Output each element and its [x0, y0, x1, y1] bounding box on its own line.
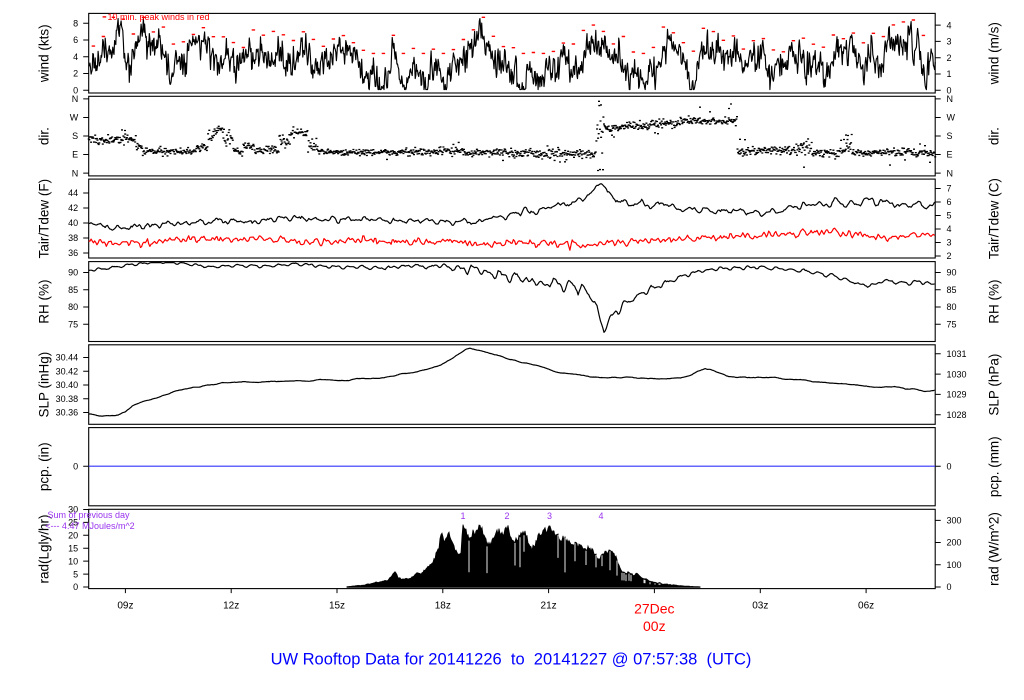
svg-text:4: 4	[947, 20, 952, 30]
svg-text:25: 25	[68, 518, 78, 528]
svg-text:15z: 15z	[329, 600, 345, 611]
svg-text:85: 85	[68, 285, 78, 295]
svg-text:Tair/Tdew (F): Tair/Tdew (F)	[37, 179, 52, 259]
svg-text:0: 0	[73, 582, 78, 592]
svg-text:00z: 00z	[643, 618, 666, 634]
svg-text:1: 1	[460, 511, 465, 521]
svg-text:E: E	[947, 150, 953, 160]
svg-text:1: 1	[947, 69, 952, 79]
svg-text:85: 85	[947, 285, 957, 295]
svg-text:10 min. peak winds in red: 10 min. peak winds in red	[108, 12, 210, 22]
svg-text:rad (W/m^2): rad (W/m^2)	[987, 512, 1002, 586]
svg-text:2: 2	[504, 511, 509, 521]
svg-text:5: 5	[73, 569, 78, 579]
svg-text:rad(Lgly/hr): rad(Lgly/hr)	[37, 514, 52, 583]
svg-text:UW Rooftop Data for 20141226: UW Rooftop Data for 20141226 to 20141227…	[271, 650, 752, 668]
svg-text:03z: 03z	[752, 600, 768, 611]
svg-text:1030: 1030	[947, 369, 967, 379]
svg-text:40: 40	[68, 218, 78, 228]
svg-text:6: 6	[73, 35, 78, 45]
svg-text:N: N	[947, 168, 954, 178]
svg-text:30.44: 30.44	[56, 353, 79, 363]
svg-text:30.36: 30.36	[56, 408, 79, 418]
svg-text:21z: 21z	[541, 600, 557, 611]
svg-text:SLP (hPa): SLP (hPa)	[987, 354, 1002, 416]
svg-text:30.38: 30.38	[56, 394, 79, 404]
svg-text:dir.: dir.	[37, 127, 52, 145]
svg-text:N: N	[72, 168, 79, 178]
svg-text:80: 80	[68, 302, 78, 312]
svg-text:RH (%): RH (%)	[37, 279, 52, 323]
svg-text:3: 3	[547, 511, 552, 521]
svg-text:4: 4	[73, 52, 78, 62]
svg-text:0: 0	[73, 461, 78, 471]
svg-text:1028: 1028	[947, 410, 967, 420]
svg-text:30.42: 30.42	[56, 366, 79, 376]
svg-text:42: 42	[68, 203, 78, 213]
svg-text:27Dec: 27Dec	[634, 601, 674, 617]
svg-text:0: 0	[73, 86, 78, 96]
svg-text:300: 300	[947, 516, 962, 526]
svg-text:0: 0	[947, 86, 952, 96]
svg-text:12z: 12z	[223, 600, 239, 611]
svg-text:09z: 09z	[117, 600, 133, 611]
svg-text:44: 44	[68, 188, 78, 198]
svg-text:wind (kts): wind (kts)	[37, 24, 52, 83]
svg-text:S: S	[72, 131, 78, 141]
svg-text:3: 3	[947, 238, 952, 248]
svg-text:2: 2	[947, 53, 952, 63]
svg-text:80: 80	[947, 302, 957, 312]
svg-text:20: 20	[68, 531, 78, 541]
svg-text:7: 7	[947, 184, 952, 194]
svg-text:38: 38	[68, 233, 78, 243]
svg-text:90: 90	[947, 268, 957, 278]
svg-text:1029: 1029	[947, 390, 967, 400]
svg-text:Tair/Tdew (C): Tair/Tdew (C)	[987, 178, 1002, 259]
svg-text:8: 8	[73, 18, 78, 28]
svg-text:5: 5	[947, 211, 952, 221]
svg-text:wind (m/s): wind (m/s)	[987, 22, 1002, 85]
svg-text:4: 4	[947, 224, 952, 234]
svg-text:SLP (inHg): SLP (inHg)	[37, 352, 52, 418]
svg-text:10: 10	[68, 556, 78, 566]
svg-text:1031: 1031	[947, 349, 967, 359]
svg-text:36: 36	[68, 248, 78, 258]
svg-text:0: 0	[947, 461, 952, 471]
svg-text:30.40: 30.40	[56, 380, 79, 390]
svg-text:18z: 18z	[435, 600, 451, 611]
svg-text:30: 30	[68, 505, 78, 515]
svg-text:pcp. (in): pcp. (in)	[37, 442, 52, 491]
svg-text:2: 2	[947, 251, 952, 261]
svg-text:RH (%): RH (%)	[987, 279, 1002, 323]
svg-text:N: N	[947, 94, 954, 104]
svg-text:W: W	[947, 113, 956, 123]
svg-text:15: 15	[68, 543, 78, 553]
svg-text:90: 90	[68, 268, 78, 278]
svg-text:0: 0	[947, 582, 952, 592]
svg-text:100: 100	[947, 560, 962, 570]
svg-text:4: 4	[598, 511, 603, 521]
svg-text:N: N	[72, 94, 79, 104]
svg-text:75: 75	[947, 319, 957, 329]
svg-text:W: W	[70, 113, 79, 123]
svg-text:dir.: dir.	[987, 127, 1002, 145]
svg-text:Sum of previous day: Sum of previous day	[48, 510, 131, 520]
svg-text:2: 2	[73, 69, 78, 79]
svg-text:E: E	[72, 150, 78, 160]
svg-text:pcp. (mm): pcp. (mm)	[987, 436, 1002, 497]
svg-text:S: S	[947, 131, 953, 141]
svg-text:200: 200	[947, 538, 962, 548]
svg-text:3: 3	[947, 37, 952, 47]
svg-text:<--- 4.47 MJoules/m^2: <--- 4.47 MJoules/m^2	[45, 521, 135, 531]
svg-text:75: 75	[68, 319, 78, 329]
svg-text:6: 6	[947, 197, 952, 207]
svg-text:06z: 06z	[858, 600, 874, 611]
